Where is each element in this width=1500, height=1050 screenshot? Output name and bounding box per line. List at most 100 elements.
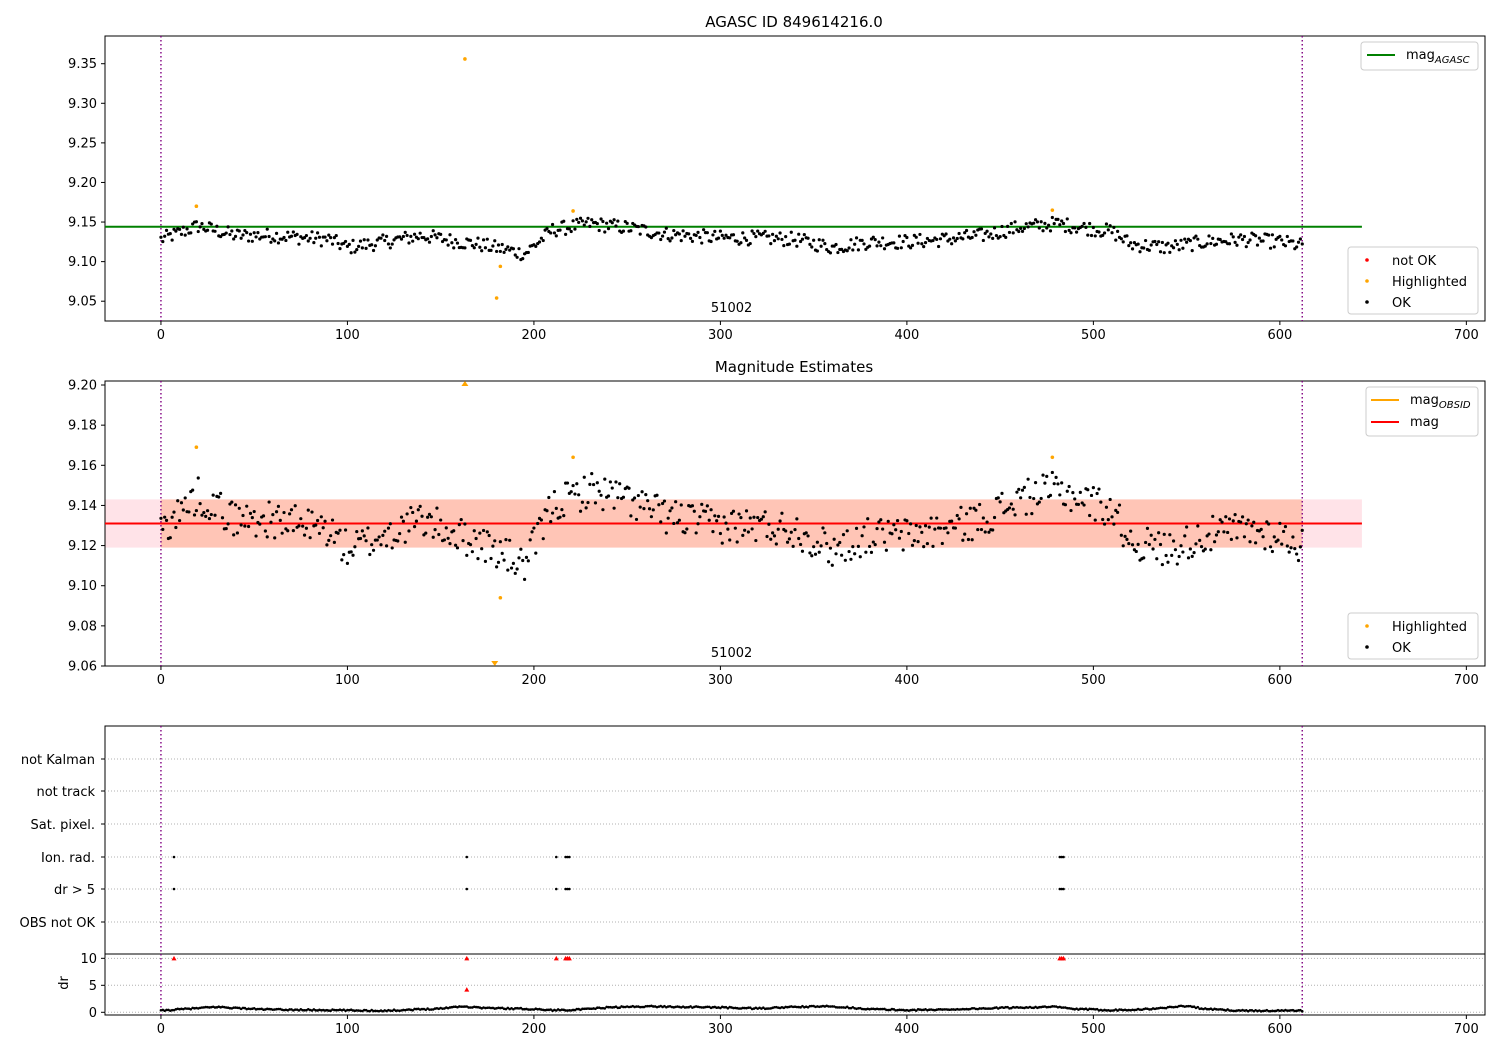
p2-ok-point [774, 542, 778, 546]
p2-ok-point [601, 508, 605, 512]
p1-ok-point [698, 235, 702, 240]
p1-ok-point [716, 236, 721, 240]
p4-dr-point [1196, 1005, 1200, 1009]
p2-ok-point [1110, 515, 1114, 519]
p2-ok-point [1089, 493, 1094, 498]
p1-ok-point [720, 233, 724, 237]
p2-ok-point [1112, 522, 1116, 526]
p2-ok-point [465, 553, 469, 557]
p2-ok-point [1078, 490, 1082, 494]
p1-ok-point [905, 235, 909, 240]
p1-ok-point [1296, 240, 1301, 244]
p2-ytick-label: 9.16 [68, 459, 97, 474]
p1-ok-point [1153, 239, 1157, 244]
p2-ok-point [358, 536, 363, 541]
p2-ok-point [1119, 533, 1123, 537]
p1-ok-point [897, 234, 902, 238]
p1-ok-point [330, 242, 335, 246]
p1-ok-point [909, 246, 913, 250]
p1-ok-point [353, 250, 357, 254]
p2-ok-point [907, 531, 911, 536]
p4-dr-point [1300, 1010, 1304, 1013]
p4-dr-point [303, 1008, 306, 1012]
p4-dr-point [1286, 1009, 1289, 1012]
p1-ok-point [319, 244, 323, 248]
p2-ok-point [1019, 496, 1023, 500]
p4-dr-point [1148, 1008, 1151, 1011]
p2-ok-point [1145, 526, 1150, 530]
p2-ok-point [892, 523, 896, 527]
p2-ok-point [1069, 508, 1073, 513]
p1-ok-point [845, 249, 849, 253]
p4-dr-point [747, 1006, 750, 1009]
p2-ytick-label: 9.10 [68, 579, 97, 594]
p2-ok-point [500, 551, 504, 555]
p1-ok-point [332, 236, 336, 240]
p2-ok-point [323, 519, 327, 523]
p4-dr-point [452, 1005, 456, 1009]
p4-dr-point [1174, 1005, 1177, 1009]
p2-ok-point [1063, 503, 1068, 507]
p2-ok-point [922, 545, 926, 549]
p1-ok-point [1063, 229, 1068, 234]
p2-ok-point [472, 529, 476, 533]
p2-ok-point [780, 511, 784, 515]
p4-dr-point [1289, 1008, 1293, 1012]
p1-ok-point [567, 227, 571, 231]
p2-ok-point [377, 535, 381, 539]
p4-dr-point [870, 1007, 873, 1011]
p2-ok-point [1179, 544, 1183, 548]
p1-ok-point [1242, 234, 1247, 239]
p1-ok-point [793, 238, 797, 242]
p1-ok-point [1155, 242, 1159, 247]
p2-ok-point [918, 525, 922, 529]
p2-ok-point [1293, 546, 1297, 551]
p2-ok-point [1291, 535, 1295, 539]
p2-ok-point [895, 518, 900, 523]
p1-ok-point [480, 249, 484, 253]
p1-ok-point [189, 231, 193, 235]
panel-estimates-legend-lines: magOBSID mag [1365, 386, 1479, 437]
p1-ok-point [979, 227, 984, 231]
p2-ok-point [343, 528, 348, 532]
p1-ok-point [1121, 240, 1125, 244]
p2-ok-point [772, 534, 777, 538]
p2-ok-point [720, 541, 724, 545]
p1-ok-point [812, 238, 816, 242]
p1-ok-point [370, 243, 374, 247]
p2-ok-point [935, 516, 939, 520]
p2-ok-point [1058, 493, 1062, 497]
p2-ok-point [983, 530, 987, 534]
p1-ok-point [310, 230, 314, 234]
p2-ok-point [659, 520, 663, 524]
p1-ok-point [398, 235, 402, 239]
p2-ok-point [386, 526, 391, 530]
p1-ok-point [743, 236, 747, 240]
p2-highlighted-point [1050, 455, 1055, 460]
p4-dr-point [461, 1005, 465, 1008]
p1-ok-point [274, 231, 279, 235]
p1-ok-point [252, 231, 256, 235]
p2-ok-point [1134, 549, 1138, 554]
p2-ok-point [1188, 547, 1192, 551]
p2-highlighted-point [194, 445, 199, 450]
p4-dr-point [463, 1005, 467, 1008]
p1-highlighted-point [194, 204, 199, 209]
p2-ok-point [168, 536, 172, 540]
p1-ok-point [1089, 233, 1094, 238]
p4-dr-point [333, 1008, 336, 1012]
p2-ok-point [819, 544, 823, 548]
p4-xtick-label: 700 [1454, 1022, 1479, 1037]
p4-dr-point [228, 1006, 232, 1010]
p2-ok-point [1220, 520, 1224, 524]
p1-ok-point [1088, 221, 1092, 226]
p1-ok-point [373, 244, 378, 248]
p4-dr-point [1162, 1006, 1166, 1010]
p2-ok-point [293, 504, 297, 508]
p1-ok-point [1185, 240, 1189, 244]
p4-dr-point [987, 1007, 991, 1010]
p1-ok-point [358, 239, 363, 243]
p2-ok-point [478, 531, 482, 535]
p4-dr-point [329, 1009, 332, 1013]
p1-ok-point [1157, 240, 1161, 244]
